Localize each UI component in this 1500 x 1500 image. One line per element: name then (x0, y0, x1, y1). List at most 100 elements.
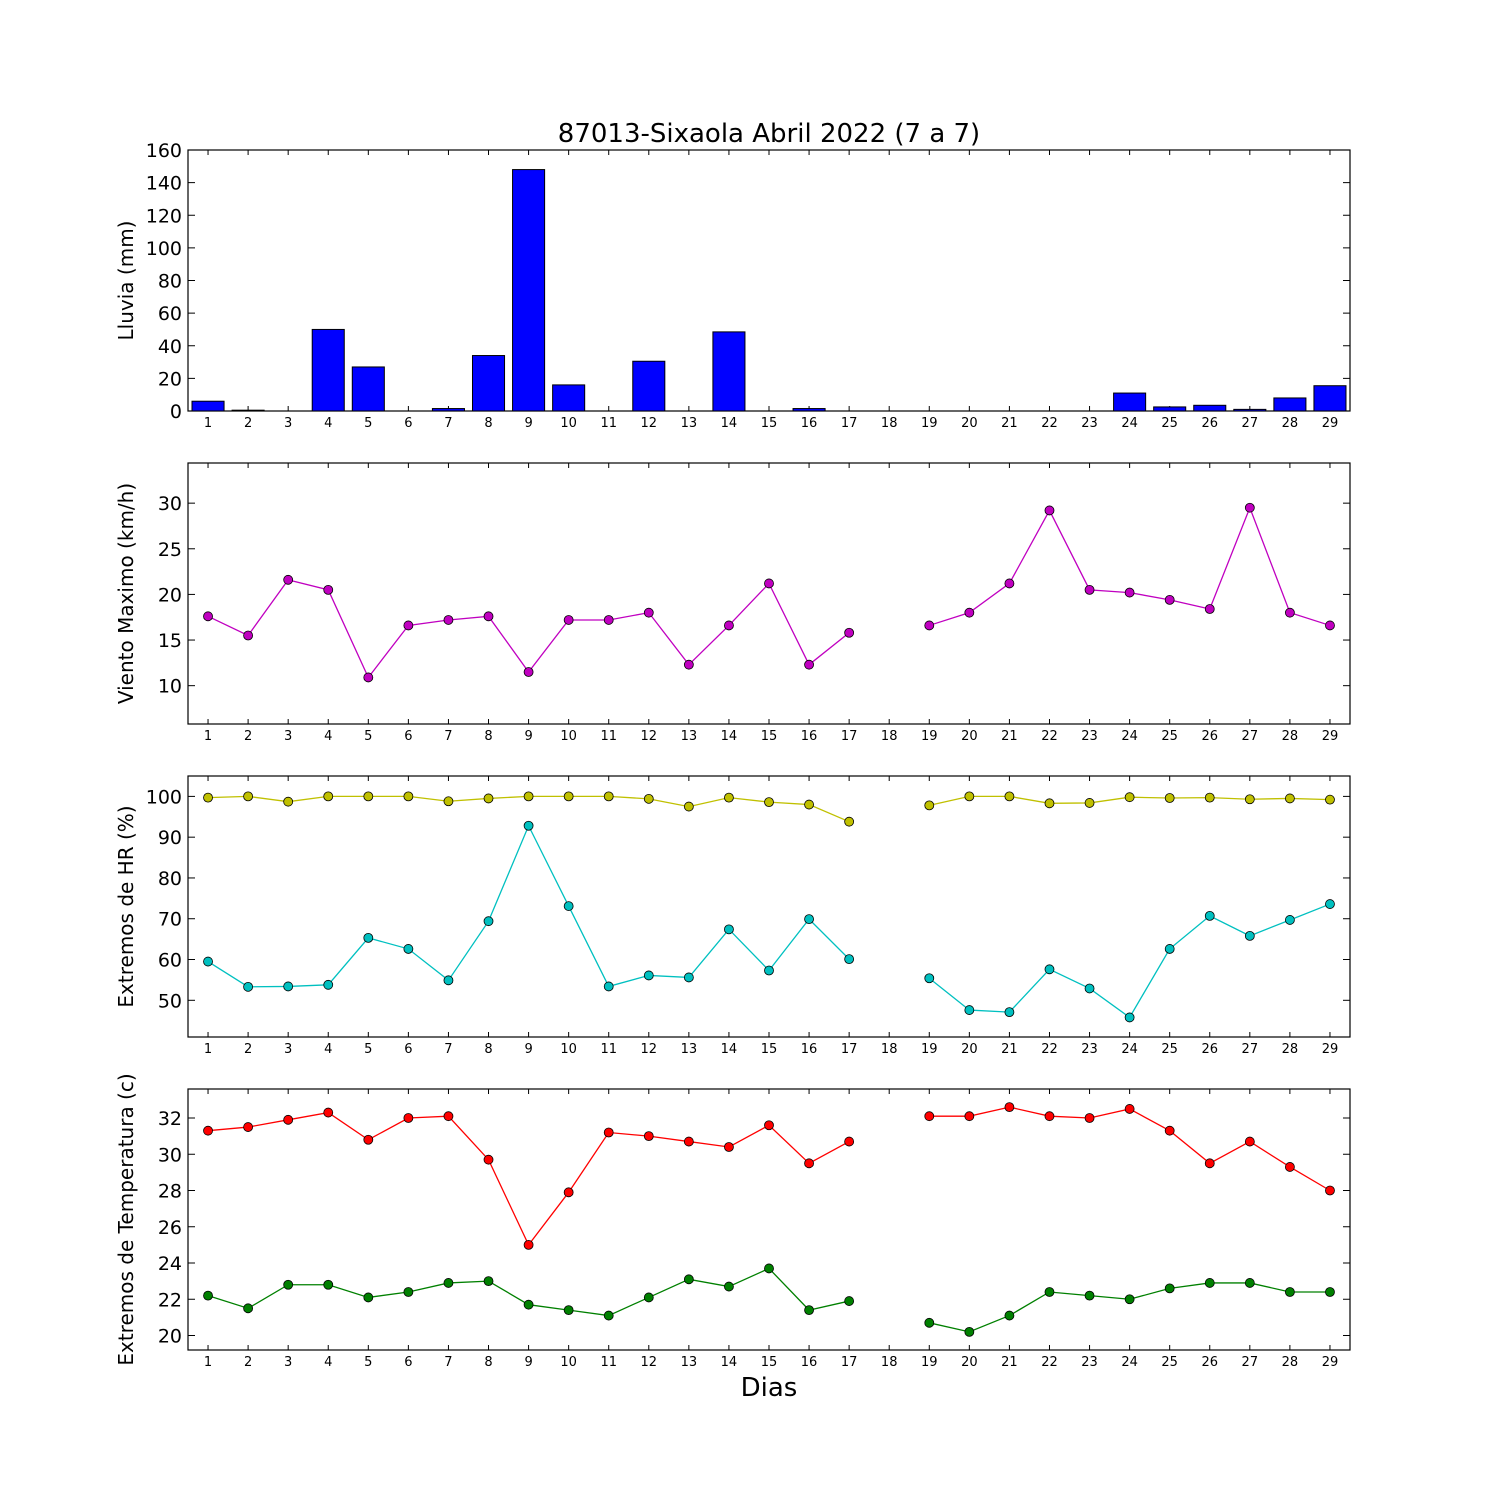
rain-bar-day-28 (1273, 397, 1307, 411)
series-2-point-day-17 (844, 1296, 855, 1306)
x-tick-label: 23 (1081, 729, 1098, 744)
x-tick-label: 17 (841, 1355, 858, 1370)
x-tick-label: 1 (204, 1355, 212, 1370)
series-1-point-day-10 (563, 791, 574, 802)
series-1-point-day-20 (964, 1111, 975, 1122)
series-1-point-day-10 (563, 615, 574, 625)
y-tick-label: 100 (146, 786, 182, 808)
series-2-point-day-5 (363, 1292, 374, 1303)
x-tick-label: 3 (284, 1042, 292, 1057)
x-tick-label: 12 (641, 729, 658, 744)
series-1-point-day-6 (403, 791, 414, 802)
rain-bar-day-4 (311, 328, 345, 411)
x-tick-label: 15 (761, 1042, 778, 1057)
x-tick-label: 22 (1041, 1042, 1058, 1057)
series-1-point-day-16 (804, 1158, 814, 1169)
series-1-point-day-7 (443, 615, 454, 625)
x-tick-label: 15 (761, 1355, 778, 1370)
series-1-point-day-3 (283, 796, 294, 807)
x-tick-label: 5 (364, 416, 372, 431)
x-tick-label: 4 (324, 416, 332, 431)
x-tick-label: 21 (1001, 1355, 1018, 1370)
x-tick-label: 10 (560, 729, 577, 744)
x-tick-label: 18 (881, 1042, 898, 1057)
y-axis-label: Extremos de Temperatura (c) (114, 1073, 138, 1365)
series-1-point-day-28 (1284, 793, 1295, 804)
x-tick-label: 2 (244, 1355, 252, 1370)
series-1-point-day-24 (1124, 1104, 1135, 1114)
y-tick-label: 160 (146, 140, 182, 162)
series-1-point-day-29 (1325, 620, 1335, 631)
y-tick-label: 40 (158, 336, 182, 358)
series-2-point-day-13 (683, 1274, 694, 1285)
x-tick-label: 19 (921, 416, 938, 431)
series-2-point-day-1 (203, 1290, 213, 1301)
y-tick-label: 25 (158, 539, 182, 561)
series-1-point-day-12 (643, 1131, 654, 1142)
series-1-point-day-26 (1204, 604, 1215, 614)
x-tick-label: 15 (761, 416, 778, 431)
rain-bar-day-25 (1153, 406, 1187, 411)
series-1-point-day-15 (764, 797, 774, 807)
x-tick-label: 1 (204, 416, 212, 431)
x-tick-label: 24 (1121, 729, 1138, 744)
series-1-point-day-5 (363, 672, 374, 683)
y-tick-label: 28 (158, 1181, 182, 1203)
x-tick-label: 12 (641, 416, 658, 431)
x-tick-label: 17 (841, 416, 858, 431)
x-tick-label: 14 (721, 1042, 738, 1057)
series-1-point-day-15 (764, 578, 774, 589)
series-2-point-day-22 (1044, 964, 1055, 975)
series-2-point-day-8 (483, 916, 494, 927)
x-tick-label: 23 (1081, 1355, 1098, 1370)
x-tick-label: 7 (444, 416, 452, 431)
x-tick-label: 19 (921, 1042, 938, 1057)
x-tick-label: 21 (1001, 416, 1018, 431)
series-2-point-day-11 (603, 981, 614, 992)
y-tick-label: 30 (158, 493, 182, 515)
x-tick-label: 24 (1121, 1042, 1138, 1057)
series-1-point-day-3 (283, 574, 294, 585)
x-tick-label: 21 (1001, 729, 1018, 744)
x-tick-label: 12 (641, 1042, 658, 1057)
x-tick-label: 10 (560, 416, 577, 431)
series-1-point-day-27 (1244, 1136, 1255, 1147)
series-2-point-day-14 (724, 924, 734, 935)
y-tick-label: 20 (158, 584, 182, 606)
series-2-point-day-2 (243, 1303, 254, 1314)
series-1-point-day-12 (643, 793, 654, 804)
x-tick-label: 3 (284, 1355, 292, 1370)
series-2-point-day-16 (804, 1305, 814, 1316)
series-2-point-day-10 (563, 901, 574, 911)
x-tick-label: 23 (1081, 416, 1098, 431)
y-tick-label: 20 (158, 368, 182, 390)
series-1-point-day-17 (844, 816, 855, 827)
series-1-point-day-27 (1244, 502, 1255, 513)
x-tick-label: 11 (600, 1355, 617, 1370)
x-tick-label: 22 (1041, 416, 1058, 431)
x-tick-label: 25 (1161, 1355, 1178, 1370)
series-2-point-day-23 (1084, 1290, 1095, 1301)
x-tick-label: 3 (284, 416, 292, 431)
series-1-point-day-14 (724, 620, 734, 631)
series-1-point-day-8 (483, 1154, 494, 1165)
series-2-point-day-25 (1164, 944, 1175, 954)
series-2-point-day-21 (1004, 1310, 1015, 1321)
x-tick-label: 25 (1161, 416, 1178, 431)
series-1-point-day-27 (1244, 794, 1255, 805)
x-tick-label: 24 (1121, 1355, 1138, 1370)
series-1-point-day-13 (683, 659, 694, 670)
x-tick-label: 27 (1242, 1355, 1259, 1370)
series-2-point-day-6 (403, 944, 414, 954)
x-tick-label: 8 (484, 416, 492, 431)
series-2-point-day-12 (643, 970, 654, 981)
y-tick-label: 22 (158, 1289, 182, 1311)
x-tick-label: 1 (204, 729, 212, 744)
y-tick-label: 60 (158, 303, 182, 325)
series-2 (203, 1263, 1335, 1337)
x-tick-label: 26 (1201, 1042, 1218, 1057)
series-1-point-day-8 (483, 611, 494, 622)
y-tick-label: 15 (158, 630, 182, 652)
series-1-point-day-11 (603, 791, 614, 802)
rain-bar-day-8 (471, 355, 506, 411)
